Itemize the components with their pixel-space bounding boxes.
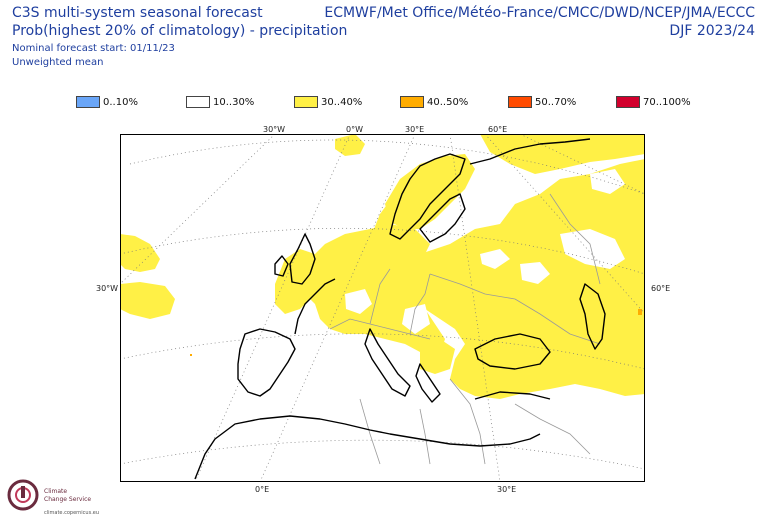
prob-area-norway bbox=[370, 189, 405, 244]
season-label: DJF 2023/24 bbox=[669, 23, 755, 39]
legend-label: 30..40% bbox=[321, 96, 363, 108]
legend-item: 40..50% bbox=[400, 95, 468, 109]
country-borders bbox=[329, 193, 601, 465]
coast-ireland bbox=[274, 255, 289, 277]
legend-item: 30..40% bbox=[294, 95, 362, 109]
title-right-block: ECMWF/Met Office/Météo-France/CMCC/DWD/N… bbox=[324, 4, 755, 40]
legend-label: 0..10% bbox=[103, 96, 138, 108]
top-lon-label: 30°E bbox=[405, 125, 425, 134]
bottom-lon-label: 30°E bbox=[497, 485, 517, 494]
legend-label: 50..70% bbox=[535, 96, 577, 108]
legend-swatch bbox=[616, 96, 640, 108]
coast-caspian bbox=[579, 283, 606, 350]
legend-label: 40..50% bbox=[427, 96, 469, 108]
legend-swatch bbox=[294, 96, 318, 108]
legend-item: 70..100% bbox=[616, 95, 691, 109]
probability-10-30-gaps bbox=[345, 169, 625, 334]
left-lon-label: 30°W bbox=[96, 284, 119, 293]
logo-text: Climate Change Service bbox=[44, 488, 91, 504]
logo-name-line-1: Climate bbox=[44, 488, 68, 495]
forecast-start: Nominal forecast start: 01/11/23 bbox=[12, 43, 175, 54]
coast-france bbox=[294, 278, 336, 335]
legend-item: 10..30% bbox=[186, 95, 254, 109]
legend-item: 0..10% bbox=[76, 95, 138, 109]
legend-swatch bbox=[400, 96, 424, 108]
map-frame bbox=[120, 134, 645, 482]
top-lon-label: 60°E bbox=[488, 125, 508, 134]
legend-label: 10..30% bbox=[213, 96, 255, 108]
coast-black-sea bbox=[474, 333, 551, 370]
gap-east-3 bbox=[480, 249, 510, 269]
coast-scandinavia bbox=[389, 153, 466, 240]
logo-name-line-2: Change Service bbox=[44, 496, 92, 503]
weighting-note: Unweighted mean bbox=[12, 57, 104, 68]
legend-swatch bbox=[508, 96, 532, 108]
right-lon-label: 60°E bbox=[651, 284, 671, 293]
coast-greece bbox=[415, 363, 441, 403]
coast-baltic bbox=[419, 193, 466, 243]
title-block: C3S multi-system seasonal forecast Prob(… bbox=[12, 4, 347, 70]
climate-change-service-icon bbox=[7, 479, 39, 511]
legend-label: 70..100% bbox=[643, 96, 691, 108]
legend-item: 50..70% bbox=[508, 95, 576, 109]
prob-area-atlantic-2 bbox=[120, 282, 175, 319]
copernicus-logo: Climate Change Service climate.copernicu… bbox=[6, 478, 146, 518]
prob-area-balkans bbox=[420, 339, 455, 374]
logo-url: climate.copernicus.eu bbox=[44, 510, 100, 516]
bottom-lon-label: 0°E bbox=[255, 485, 270, 494]
prob-area-british-isles bbox=[275, 249, 320, 314]
title-line-1: C3S multi-system seasonal forecast bbox=[12, 5, 263, 21]
coast-iberia bbox=[237, 328, 296, 397]
coast-north-africa bbox=[194, 415, 541, 480]
top-lon-label: 30°W bbox=[263, 125, 286, 134]
coast-turkey bbox=[474, 391, 551, 400]
gap-central-2 bbox=[345, 289, 372, 314]
gap-central-1 bbox=[402, 304, 430, 334]
gap-east-2 bbox=[520, 262, 550, 284]
gap-east-1 bbox=[560, 229, 625, 269]
legend: 0..10% 10..30% 30..40% 40..50% 50..70% 7… bbox=[0, 95, 761, 111]
top-lon-label: 0°W bbox=[346, 125, 363, 134]
prob-area-top bbox=[480, 134, 645, 174]
prob-cell-40-50 bbox=[190, 354, 192, 356]
coast-north-russia bbox=[469, 138, 591, 165]
legend-swatch bbox=[186, 96, 210, 108]
coast-italy bbox=[364, 328, 411, 397]
prob-cell-40-50 bbox=[638, 309, 642, 315]
centres-list: ECMWF/Met Office/Météo-France/CMCC/DWD/N… bbox=[324, 5, 755, 21]
graticule bbox=[120, 134, 645, 482]
prob-area-north-atlantic bbox=[335, 134, 365, 156]
gap-east-4 bbox=[590, 169, 625, 194]
probability-40-50-cells bbox=[190, 309, 642, 356]
coastlines bbox=[194, 138, 606, 480]
prob-area-scandinavia bbox=[385, 154, 475, 229]
forecast-map bbox=[120, 134, 645, 482]
coast-britain bbox=[289, 233, 316, 285]
legend-swatch bbox=[76, 96, 100, 108]
prob-area-atlantic bbox=[120, 234, 160, 272]
title-line-2: Prob(highest 20% of climatology) - preci… bbox=[12, 23, 348, 39]
